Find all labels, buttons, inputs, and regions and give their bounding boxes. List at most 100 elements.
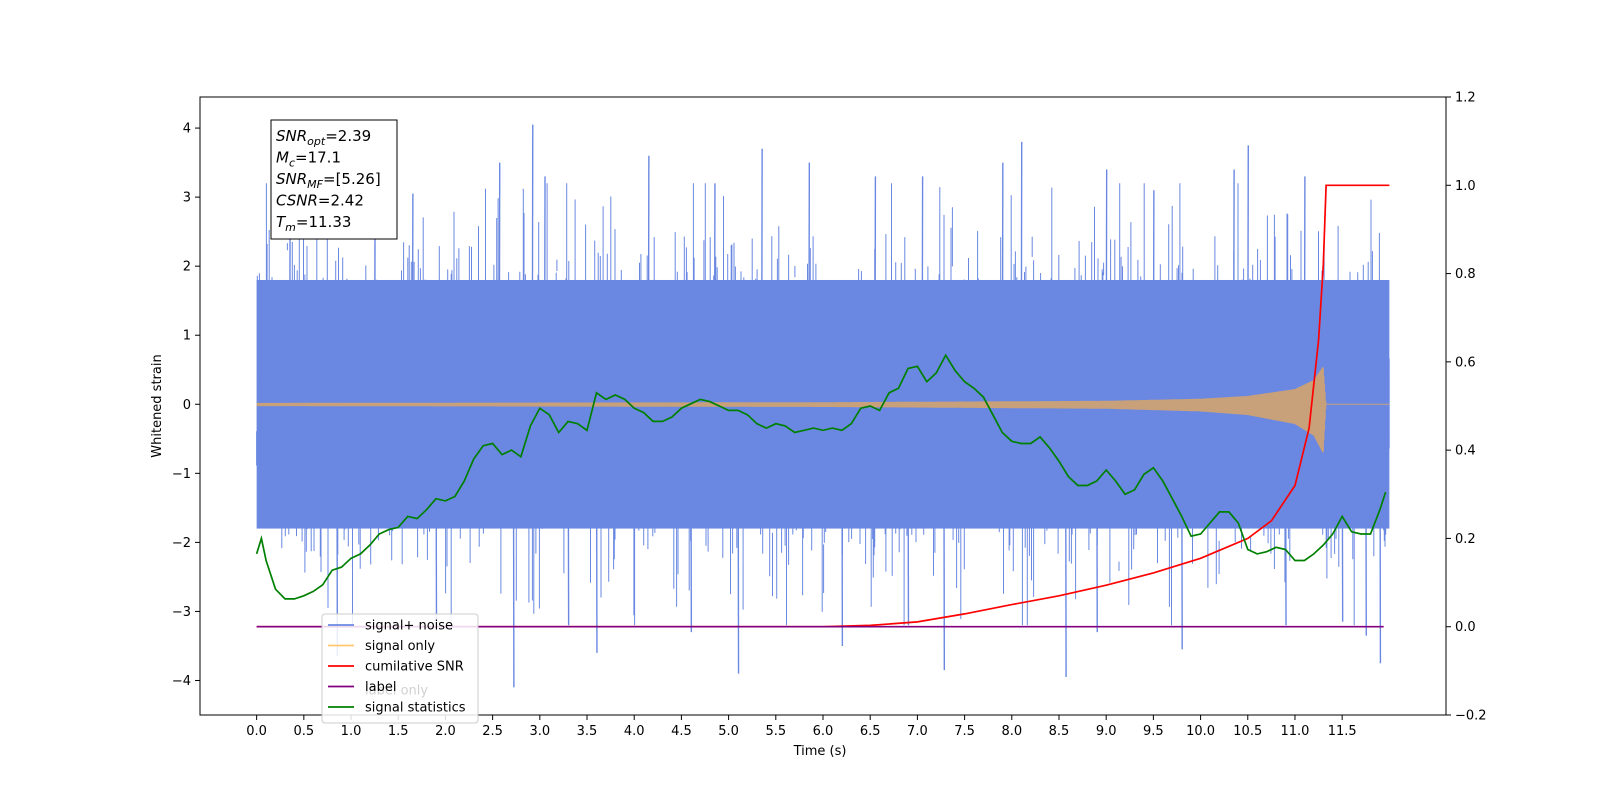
right-y-tick-label: −0.2	[1455, 709, 1487, 724]
x-tick-label: 8.5	[1049, 724, 1070, 739]
y-tick-label: 2	[183, 260, 191, 275]
noise-spike	[1365, 404, 1367, 636]
noise-spike	[713, 183, 716, 405]
y-tick-label: 3	[183, 191, 191, 206]
x-tick-label: 6.0	[813, 724, 834, 739]
x-axis-label: Time (s)	[793, 744, 847, 759]
signal-statistics-line	[255, 353, 1387, 600]
x-tick-label: 0.0	[246, 724, 267, 739]
y-tick-label: 1	[183, 329, 191, 344]
noise-spike	[841, 404, 844, 646]
x-tick-label: 8.0	[1001, 724, 1022, 739]
noise-spike	[411, 193, 414, 405]
noise-spike	[543, 176, 546, 405]
x-tick-label: 7.0	[907, 724, 928, 739]
noise-spike	[647, 155, 650, 405]
right-y-tick-label: 1.0	[1455, 179, 1476, 194]
x-tick-label: 11.0	[1280, 724, 1309, 739]
noise-spike	[595, 404, 598, 653]
noise-spike	[1152, 190, 1155, 405]
noise-spike	[1284, 404, 1287, 626]
info-line: SNRopt=2.39	[276, 127, 371, 148]
noise-spike	[435, 404, 438, 626]
noise-spike	[1064, 404, 1067, 678]
x-axis-ticks: 0.0 0.5 1.0 1.5 2.0 2.5 3.0 3.5 4.0 4.5 5.0 5.5 6.0 6…	[246, 715, 1357, 739]
noise-spike	[1105, 169, 1108, 405]
legend-label-signal-only: signal only	[365, 639, 435, 654]
noise-spike	[760, 148, 763, 405]
legend-label-label: label	[365, 680, 396, 695]
right-y-tick-label: 0.6	[1455, 355, 1476, 370]
y-tick-label: −1	[172, 467, 191, 482]
noise-spike	[874, 176, 877, 405]
info-box-frame	[270, 119, 398, 240]
right-y-tick-label: 1.2	[1455, 91, 1476, 106]
x-tick-label: 1.0	[341, 724, 362, 739]
x-tick-label: 10.5	[1233, 724, 1262, 739]
x-tick-label: 6.5	[860, 724, 881, 739]
noise-spike	[943, 404, 946, 671]
noise-spike	[921, 176, 924, 405]
noise-spike	[1096, 404, 1098, 633]
right-y-tick-label: 0.8	[1455, 267, 1476, 282]
x-tick-label: 5.0	[718, 724, 739, 739]
right-y-axis-ticks: 1.2 1.0 0.8 0.6 0.4 0.2 0.0 −0.2	[1446, 91, 1487, 724]
y-tick-label: −4	[172, 674, 191, 689]
x-tick-label: 9.5	[1143, 724, 1164, 739]
y-axis-ticks: 4 3 2 1 0 −1 −2 −3 −4	[172, 122, 200, 689]
right-y-tick-label: 0.4	[1455, 444, 1476, 459]
noise-spike	[1247, 145, 1249, 405]
noise-spike	[907, 404, 910, 626]
noise-spike	[1232, 169, 1235, 405]
x-tick-label: 3.5	[577, 724, 598, 739]
noise-spike	[737, 404, 740, 674]
legend-label-cumilative-snr: cumilative SNR	[365, 660, 464, 675]
noise-spike	[808, 162, 811, 405]
x-tick-label: 2.5	[482, 724, 503, 739]
right-y-tick-label: 0.0	[1455, 620, 1476, 635]
noise-spike	[1020, 141, 1023, 405]
signal-only-series	[256, 367, 1390, 453]
x-tick-label: 11.5	[1328, 724, 1357, 739]
x-tick-label: 10.0	[1186, 724, 1215, 739]
y-axis-label: Whitened strain	[150, 354, 165, 457]
x-tick-label: 4.5	[671, 724, 692, 739]
x-tick-label: 4.0	[624, 724, 645, 739]
x-tick-label: 5.5	[765, 724, 786, 739]
x-tick-label: 9.0	[1096, 724, 1117, 739]
noise-spike	[1379, 404, 1382, 664]
noise-spike	[690, 404, 693, 633]
info-line: Tm=11.33	[276, 213, 351, 234]
noise-spike	[1001, 162, 1004, 405]
y-tick-label: −2	[172, 536, 191, 551]
noise-spike	[1180, 404, 1183, 650]
y-tick-label: 4	[183, 122, 191, 137]
legend-label-signal-noise: signal+ noise	[365, 619, 453, 634]
info-line: Mc=17.1	[276, 149, 341, 170]
legend-label-label-only: label only	[365, 684, 428, 699]
noise-spike	[1303, 176, 1306, 405]
legend-label-signal-statistics: signal statistics	[365, 701, 466, 716]
noise-spike	[567, 404, 570, 626]
right-y-tick-label: 0.2	[1455, 532, 1476, 547]
noise-spike	[531, 124, 534, 405]
info-line: SNRMF=[5.26]	[276, 170, 381, 191]
legend-frame	[321, 613, 479, 724]
legend: signal+ noise signal only cumilative SNR la…	[321, 613, 479, 724]
x-tick-label: 1.5	[388, 724, 409, 739]
signal-only-line	[256, 367, 1390, 453]
x-tick-label: 2.0	[435, 724, 456, 739]
cumilative-snr-line	[256, 184, 1390, 628]
x-tick-label: 7.5	[954, 724, 975, 739]
x-tick-label: 3.0	[529, 724, 550, 739]
x-tick-label: 0.5	[293, 724, 314, 739]
plot-area	[255, 124, 1390, 688]
noise-spike	[1341, 404, 1344, 622]
info-line: CSNR=2.42	[276, 192, 364, 210]
y-tick-label: −3	[172, 605, 191, 620]
noise-spike	[512, 404, 515, 688]
y-tick-label: 0	[183, 398, 191, 413]
noise-spike	[498, 162, 501, 405]
